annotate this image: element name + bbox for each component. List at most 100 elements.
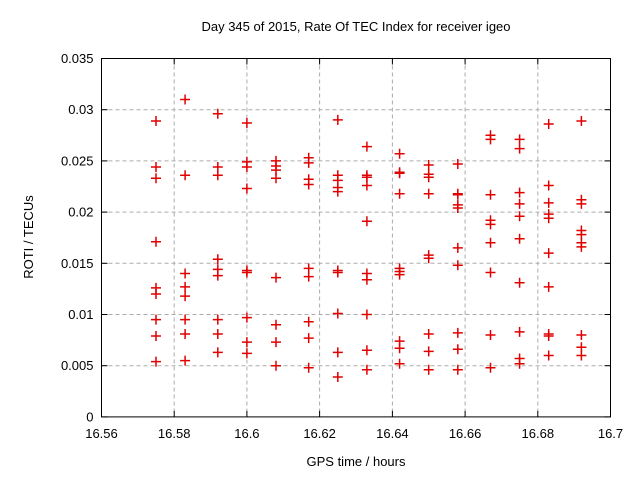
x-tick-label: 16.6 — [234, 426, 259, 441]
data-point-marker — [361, 309, 372, 320]
x-tick-label: 16.62 — [303, 426, 336, 441]
data-point-marker — [543, 197, 554, 208]
data-point-marker — [514, 326, 525, 337]
data-point-marker — [271, 337, 281, 348]
y-tick-label: 0.01 — [68, 307, 93, 322]
data-point-marker — [151, 236, 161, 247]
data-point-marker — [452, 189, 463, 200]
data-point-marker — [543, 213, 554, 224]
data-point-marker — [452, 327, 463, 338]
data-point-marker — [180, 268, 191, 279]
data-point-marker — [514, 358, 525, 369]
data-point-marker — [514, 134, 525, 145]
x-tick-label: 16.56 — [85, 426, 118, 441]
data-point-marker — [151, 116, 161, 126]
data-point-marker — [452, 203, 463, 213]
data-point-marker — [151, 331, 161, 341]
y-tick-label: 0.035 — [61, 51, 94, 66]
data-point-marker — [151, 162, 161, 172]
data-point-marker — [361, 216, 372, 227]
data-point-marker — [151, 314, 161, 325]
data-point-marker — [543, 331, 554, 341]
data-point-marker — [394, 269, 405, 280]
data-point-marker — [241, 118, 252, 128]
data-point-marker — [151, 289, 161, 299]
data-point-marker — [332, 347, 343, 358]
data-point-marker — [180, 281, 191, 292]
x-tick-label: 16.66 — [449, 426, 482, 441]
data-point-marker — [361, 345, 372, 356]
data-point-marker — [212, 254, 223, 265]
data-point-marker — [485, 189, 496, 200]
data-point-marker — [514, 187, 525, 198]
data-point-marker — [361, 364, 372, 375]
data-point-marker — [180, 94, 191, 105]
y-tick-label: 0.025 — [61, 153, 94, 168]
data-point-marker — [485, 237, 496, 248]
data-point-marker — [241, 337, 252, 348]
data-point-marker — [394, 168, 405, 179]
data-point-marker — [423, 172, 434, 183]
data-point-marker — [180, 170, 191, 181]
data-point-marker — [423, 364, 434, 375]
x-tick-label: 16.7 — [598, 426, 623, 441]
data-point-marker — [303, 157, 314, 168]
y-tick-label: 0 — [86, 409, 93, 424]
data-point-marker — [241, 312, 252, 323]
data-point-marker — [543, 180, 554, 191]
plot-generated-layer: 0 0.005 0.01 0.015 0.02 0.025 0.03 0.035 16.56 16… — [61, 51, 623, 441]
data-point-marker — [543, 281, 554, 292]
data-point-marker — [423, 346, 434, 357]
data-point-marker — [423, 329, 434, 339]
data-point-marker — [543, 248, 554, 259]
data-point-marker — [332, 267, 343, 278]
data-point-marker — [452, 260, 463, 271]
data-point-marker — [332, 186, 343, 197]
data-point-marker — [452, 242, 463, 253]
data-point-marker — [423, 253, 434, 264]
data-point-marker — [151, 356, 161, 367]
data-point-marker — [452, 344, 463, 355]
data-point-marker — [423, 160, 434, 170]
data-point-marker — [394, 358, 405, 369]
data-point-marker — [452, 364, 463, 375]
x-axis-label: GPS time / hours — [307, 454, 406, 469]
data-point-marker — [332, 372, 343, 382]
data-point-marker — [180, 329, 191, 339]
y-tick-label: 0.03 — [68, 102, 93, 117]
data-point-marker — [212, 347, 223, 358]
data-point-marker — [514, 277, 525, 288]
x-tick-label: 16.68 — [522, 426, 555, 441]
data-point-marker — [394, 188, 405, 199]
data-point-marker — [361, 274, 372, 285]
data-point-marker — [361, 141, 372, 152]
y-tick-label: 0.005 — [61, 358, 94, 373]
data-point-marker — [212, 314, 223, 325]
data-point-marker — [485, 267, 496, 278]
data-point-marker — [332, 114, 343, 125]
data-point-marker — [303, 362, 314, 373]
data-point-marker — [180, 291, 191, 302]
plot-border — [101, 58, 611, 418]
y-tick-label: 0.015 — [61, 256, 94, 271]
data-point-marker — [576, 330, 587, 340]
data-point-marker — [361, 180, 372, 191]
data-point-marker — [543, 350, 554, 361]
y-tick-label: 0.02 — [68, 205, 93, 220]
data-point-marker — [271, 360, 281, 371]
data-point-marker — [514, 211, 525, 222]
data-point-marker — [212, 108, 223, 119]
data-point-marker — [241, 348, 252, 359]
data-point-marker — [452, 159, 463, 169]
data-point-marker — [180, 355, 191, 366]
data-point-marker — [394, 148, 405, 159]
data-point-marker — [241, 267, 252, 278]
data-point-marker — [180, 314, 191, 325]
data-point-marker — [303, 271, 314, 282]
data-point-marker — [543, 119, 554, 129]
data-point-marker — [514, 143, 525, 154]
data-point-marker — [303, 316, 314, 327]
data-point-marker — [151, 173, 161, 184]
data-point-marker — [576, 116, 587, 126]
